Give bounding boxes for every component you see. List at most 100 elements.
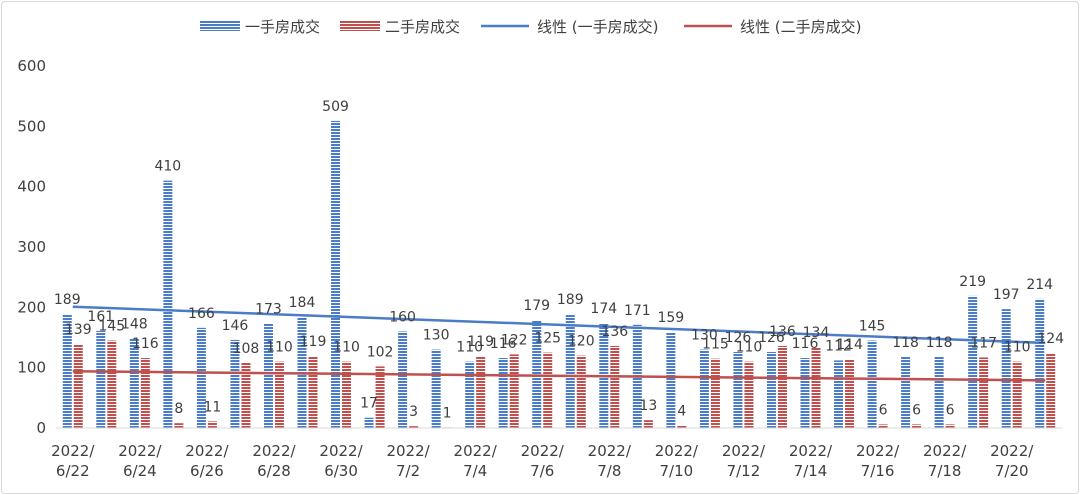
data-label-second-hand: 13 xyxy=(639,398,657,414)
data-label-first-hand: 160 xyxy=(389,309,416,325)
data-label-first-hand: 17 xyxy=(360,396,378,412)
y-tick-label: 0 xyxy=(36,419,46,437)
data-label-first-hand: 146 xyxy=(222,318,249,334)
legend-label: 一手房成交 xyxy=(245,18,320,36)
bar-second-hand xyxy=(610,345,620,428)
x-tick-label: 2022/7/8 xyxy=(588,442,632,480)
bar-first-hand xyxy=(968,295,978,428)
bar-second-hand xyxy=(1046,353,1056,428)
data-label-first-hand: 145 xyxy=(859,319,886,335)
bar-second-hand xyxy=(811,347,821,428)
bar-first-hand xyxy=(398,331,408,428)
bar-first-hand xyxy=(666,332,676,428)
legend: 一手房成交 二手房成交 线性 (一手房成交) 线性 (二手房成交) xyxy=(200,18,861,36)
x-tick-label: 2022/7/4 xyxy=(454,442,498,480)
bar-first-hand xyxy=(532,320,542,428)
data-label-second-hand: 110 xyxy=(1004,340,1031,356)
data-label-second-hand: 136 xyxy=(769,324,796,340)
data-label-second-hand: 1 xyxy=(443,405,452,421)
bar-second-hand xyxy=(1012,361,1022,428)
data-label-first-hand: 112 xyxy=(825,338,852,354)
x-tick-label-date: 7/6 xyxy=(530,462,554,480)
legend-swatch xyxy=(340,21,380,31)
bar-first-hand xyxy=(766,351,776,428)
data-label-second-hand: 3 xyxy=(409,404,418,420)
data-label-first-hand: 118 xyxy=(892,335,919,351)
data-label-first-hand: 130 xyxy=(691,328,718,344)
x-tick-label-date: 7/10 xyxy=(660,462,694,480)
data-label-second-hand: 139 xyxy=(65,322,92,338)
data-label-second-hand: 114 xyxy=(836,337,863,353)
bar-first-hand xyxy=(1001,309,1011,428)
bar-first-hand xyxy=(901,356,911,428)
x-axis: 2022/6/222022/6/242022/6/262022/6/282022… xyxy=(51,427,1062,480)
x-tick-label-date: 7/18 xyxy=(928,462,962,480)
bar-second-hand xyxy=(744,361,754,428)
data-label-second-hand: 120 xyxy=(568,334,595,350)
bar-second-hand xyxy=(409,426,419,428)
trendlines xyxy=(72,305,1046,382)
bar-second-hand xyxy=(308,356,318,428)
data-label-first-hand: 118 xyxy=(926,335,953,351)
legend-label: 线性 (一手房成交) xyxy=(537,18,658,36)
data-label-second-hand: 110 xyxy=(736,340,763,356)
bar-first-hand xyxy=(699,349,709,428)
x-tick-label: 2022/7/14 xyxy=(789,442,833,480)
data-label-first-hand: 130 xyxy=(423,328,450,344)
bar-first-hand xyxy=(163,180,173,428)
legend-label: 线性 (二手房成交) xyxy=(740,18,861,36)
legend-label: 二手房成交 xyxy=(385,18,460,36)
data-label-first-hand: 189 xyxy=(54,292,81,308)
x-tick-label: 2022/7/6 xyxy=(521,442,565,480)
x-tick-label-date: 6/24 xyxy=(123,462,157,480)
bar-second-hand xyxy=(107,340,117,428)
bar-second-hand xyxy=(979,357,989,428)
data-label-second-hand: 145 xyxy=(98,319,125,335)
bar-first-hand xyxy=(96,330,106,428)
data-label-second-hand: 119 xyxy=(467,334,494,350)
x-tick-label: 2022/7/16 xyxy=(856,442,900,480)
data-label-first-hand: 116 xyxy=(792,336,819,352)
data-label-first-hand: 126 xyxy=(725,330,752,346)
data-label-second-hand: 4 xyxy=(677,404,686,420)
y-tick-label: 300 xyxy=(17,238,46,256)
y-tick-label: 400 xyxy=(17,178,46,196)
bar-second-hand xyxy=(140,358,150,428)
bar-second-hand xyxy=(509,354,519,428)
x-tick-label-year: 2022/ xyxy=(252,442,296,460)
x-tick-label: 2022/7/10 xyxy=(655,442,699,480)
data-label-second-hand: 124 xyxy=(1037,331,1064,347)
bar-second-hand xyxy=(878,424,888,428)
legend-item: 线性 (一手房成交) xyxy=(481,18,658,36)
bar-first-hand xyxy=(834,360,844,428)
data-label-first-hand: 173 xyxy=(255,302,282,318)
bar-first-hand xyxy=(364,417,374,428)
data-label-second-hand: 122 xyxy=(501,332,528,348)
x-tick-label-date: 7/20 xyxy=(995,462,1029,480)
bar-first-hand xyxy=(800,358,810,428)
x-tick-label: 2022/6/22 xyxy=(51,442,95,480)
x-tick-label-date: 6/28 xyxy=(257,462,291,480)
y-tick-label: 200 xyxy=(17,298,46,316)
x-tick-label-year: 2022/ xyxy=(386,442,430,460)
data-label-second-hand: 102 xyxy=(367,344,394,360)
data-label-first-hand: 126 xyxy=(758,330,785,346)
x-tick-label-date: 7/12 xyxy=(727,462,761,480)
x-tick-label-date: 7/8 xyxy=(597,462,621,480)
data-label-second-hand: 110 xyxy=(266,340,293,356)
legend-item: 二手房成交 xyxy=(340,18,460,36)
y-tick-label: 500 xyxy=(17,117,46,135)
data-label-second-hand: 6 xyxy=(912,402,921,418)
x-tick-label-year: 2022/ xyxy=(521,442,565,460)
x-tick-label: 2022/6/26 xyxy=(185,442,229,480)
bar-second-hand xyxy=(73,344,83,428)
bar-second-hand xyxy=(274,361,284,428)
data-label-second-hand: 108 xyxy=(233,341,260,357)
bar-first-hand xyxy=(733,351,743,428)
x-tick-label-date: 7/2 xyxy=(396,462,420,480)
bar-second-hand xyxy=(543,352,553,428)
x-tick-label-year: 2022/ xyxy=(185,442,229,460)
data-label-first-hand: 509 xyxy=(322,99,349,115)
